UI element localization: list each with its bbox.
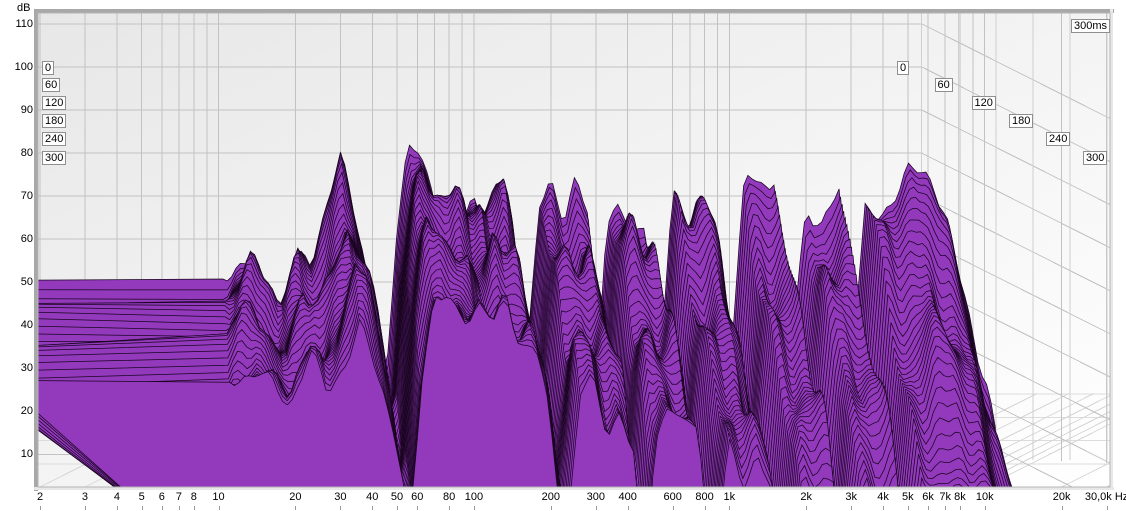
x-axis-tick-label: 800 [695,491,714,503]
x-axis-tick-mark [162,506,163,510]
x-axis-tick-mark [806,506,807,510]
time-tick-label-left: 300 [42,150,67,165]
x-axis-tick-label: 1k [723,491,736,503]
x-axis-tick-mark [219,506,220,510]
time-tick-label-right: 180 [1009,113,1034,128]
x-axis-tick-label: 10k [975,491,994,503]
time-tick-label-right: 60 [934,77,953,92]
x-axis-tick-mark [705,506,706,510]
x-axis-tick-label: 3k [845,491,857,503]
x-axis-tick-mark [417,506,418,510]
x-axis-tick-mark [960,506,961,510]
x-axis-tick-label: 8 [190,491,197,503]
y-axis-tick-label: 100 [14,60,33,73]
x-axis-tick-mark [40,506,41,510]
y-axis-tick-label: 50 [20,276,33,289]
x-axis-tick-label: 100 [464,491,484,503]
y-axis-tick-label: 80 [20,146,33,159]
x-axis-tick-mark [851,506,852,510]
x-axis-tick-label: 10 [212,491,225,503]
time-tick-label-left: 240 [42,131,67,146]
time-tick-label-right: 0 [897,61,910,75]
x-axis-tick-label: 6 [158,491,165,503]
time-tick-label-left: 0 [42,61,55,75]
x-axis-tick-label: 60 [411,491,424,503]
x-axis-tick-mark [928,506,929,510]
x-axis-tick-label: 7k [939,491,951,503]
x-axis-tick-mark [673,506,674,510]
x-axis-tick-mark [883,506,884,510]
x-axis-tick-mark [340,506,341,510]
x-axis-tick-label: 20k [1052,491,1071,503]
x-axis-tick-mark [945,506,946,510]
x-axis-tick-mark [985,506,986,510]
x-axis-tick-label: 30 [334,491,347,503]
x-axis-tick-label: 80 [443,491,456,503]
x-axis-tick-label: 40 [366,491,379,503]
x-axis-tick-label: 600 [663,491,682,503]
x-axis-tick-mark [729,506,730,510]
plot-border [34,9,1114,491]
x-axis-tick-label: 4k [877,491,889,503]
x-axis-tick-mark [117,506,118,510]
time-tick-label-left: 180 [42,113,67,128]
x-axis-tick-label: 8k [954,491,966,503]
x-axis-tick-label: 5k [902,491,914,503]
x-axis-tick-mark [1107,506,1108,510]
y-axis-title: dB [17,2,31,14]
plot-area [38,13,1110,487]
x-axis-tick-mark [372,506,373,510]
x-axis-tick-mark [142,506,143,510]
waterfall-slice [38,296,771,487]
x-axis-tick-label: 30,0k Hz [1084,491,1126,503]
time-range-badge: 300ms [1070,19,1110,33]
y-axis-tick-label: 40 [20,319,33,332]
x-axis-tick-label: 5 [138,491,145,503]
x-axis-tick-label: 50 [390,491,404,503]
time-tick-label-right: 240 [1046,131,1071,146]
x-axis-tick-label: 2k [800,491,812,503]
y-axis-tick-label: 110 [15,17,33,30]
x-axis-tick-mark [449,506,450,510]
x-axis-tick-mark [397,506,398,510]
x-axis-tick-mark [474,506,475,510]
y-axis-tick-label: 70 [20,190,33,203]
x-axis-tick-label: 6k [922,491,934,503]
x-axis-tick-label: 400 [618,491,637,503]
time-tick-label-left: 120 [42,95,67,110]
x-axis-tick-label: 4 [113,491,120,503]
x-axis-tick-mark [295,506,296,510]
x-axis-tick-label: 2 [36,491,44,503]
time-tick-label-right: 300 [1083,150,1108,165]
x-axis-tick-mark [1062,506,1063,510]
x-axis-tick-label: 200 [541,491,560,503]
waterfall-slices [38,144,1013,487]
y-axis-tick-label: 10 [20,448,33,461]
x-axis-tick-label: 20 [289,491,302,503]
y-axis-tick-label: 30 [20,362,33,375]
x-axis-tick-label: 7 [175,491,183,503]
time-tick-label-left: 60 [42,77,61,92]
x-axis-tick-mark [596,506,597,510]
y-axis-tick-label: 20 [20,405,33,418]
x-axis-tick-mark [628,506,629,510]
time-tick-label-right: 120 [971,95,996,110]
y-axis-tick-label: 90 [20,103,33,116]
x-axis-tick-mark [551,506,552,510]
y-axis-tick-label: 60 [20,233,33,246]
x-axis-tick-label: 3 [81,491,89,503]
x-axis-tick-mark [85,506,86,510]
x-axis-tick-mark [908,506,909,510]
x-axis-tick-mark [194,506,195,510]
x-axis-tick-label: 300 [586,491,605,503]
x-axis-tick-mark [179,506,180,510]
